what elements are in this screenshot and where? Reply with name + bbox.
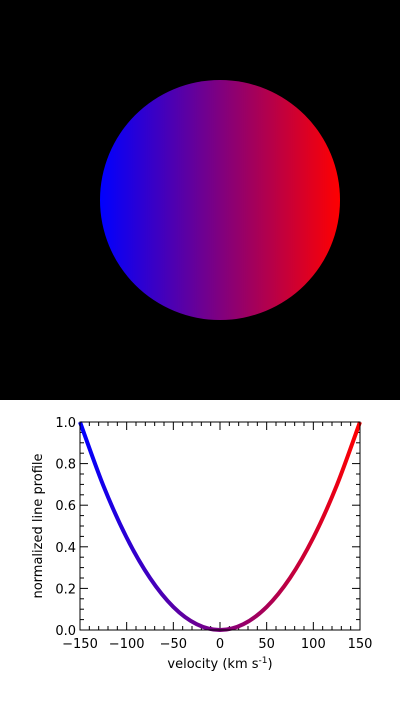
y-axis-label: normalized line profile — [31, 453, 46, 598]
x-axis-label: velocity (km s-1) — [167, 656, 272, 672]
x-tick-label: 0 — [216, 637, 224, 652]
line-profile-panel: −150 −100 −50 0 50 100 150 0.0 0.2 0.4 0.6 0.8 1.0 v… — [0, 400, 400, 700]
stellar-disk — [100, 80, 340, 320]
disk-panel — [0, 0, 400, 400]
x-axis-label-main: velocity (km s — [167, 657, 258, 672]
line-profile-chart: −150 −100 −50 0 50 100 150 0.0 0.2 0.4 0.6 0.8 1.0 v… — [31, 416, 373, 672]
y-tick-label: 0.0 — [55, 624, 76, 639]
x-tick-label: 50 — [258, 637, 275, 652]
y-tick-label: 0.4 — [55, 541, 76, 556]
profile-curve — [78, 421, 362, 633]
plot-frame — [79, 421, 361, 631]
x-axis-label-close: ) — [268, 657, 273, 672]
stellar-disk-image — [100, 80, 340, 320]
y-tick-label: 0.2 — [55, 582, 76, 597]
y-tick-label: 0.8 — [55, 458, 76, 473]
x-tick-label: −100 — [109, 637, 145, 652]
x-tick-label: −150 — [62, 637, 98, 652]
y-tick-label: 0.6 — [55, 499, 76, 514]
x-axis-label-sup: -1 — [259, 656, 268, 666]
x-tick-label: −50 — [160, 637, 187, 652]
y-tick-label: 1.0 — [55, 416, 76, 431]
x-tick-label: 150 — [348, 637, 373, 652]
x-tick-label: 100 — [301, 637, 326, 652]
